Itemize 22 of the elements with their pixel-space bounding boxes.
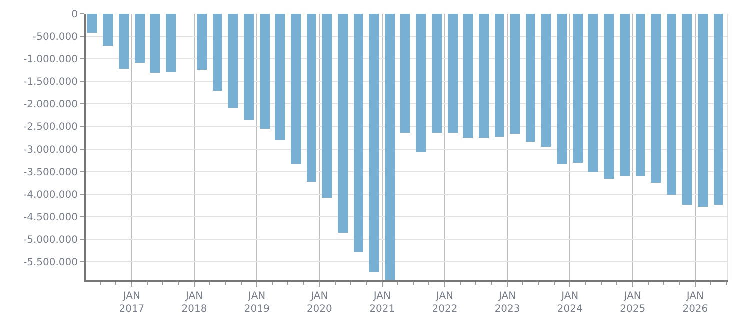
y-tick-label: -2.500.000 — [23, 122, 78, 134]
x-tick-label: JAN 2022 — [432, 291, 458, 313]
x-tick-label: JAN 2017 — [119, 291, 145, 313]
y-tick-label: -2.000.000 — [23, 100, 78, 111]
x-tick-label: JAN 2023 — [494, 291, 520, 313]
y-tick-label: -3.000.000 — [23, 144, 78, 156]
y-tick-label: -1.000.000 — [23, 54, 78, 66]
x-tick-label: JAN 2025 — [620, 291, 646, 313]
y-tick-label: -3.500.000 — [23, 167, 78, 178]
y-tick-label: -1.500.000 — [23, 77, 78, 88]
x-tick-label: JAN 2019 — [244, 291, 270, 313]
y-tick-label: -4.000.000 — [23, 190, 78, 201]
y-tick-label: -5.500.000 — [23, 257, 78, 268]
y-tick-label: -4.500.000 — [23, 212, 78, 224]
x-tick-label: JAN 2024 — [557, 291, 583, 313]
x-tick-label: JAN 2018 — [182, 291, 208, 313]
x-tick-label: JAN 2020 — [306, 291, 332, 313]
x-tick-label: JAN 2026 — [682, 291, 708, 313]
y-tick-label: -500.000 — [33, 32, 78, 44]
x-tick-label: JAN 2021 — [370, 291, 396, 313]
y-tick-label: -5.000.000 — [23, 234, 78, 246]
y-tick-label: 0 — [72, 10, 78, 20]
